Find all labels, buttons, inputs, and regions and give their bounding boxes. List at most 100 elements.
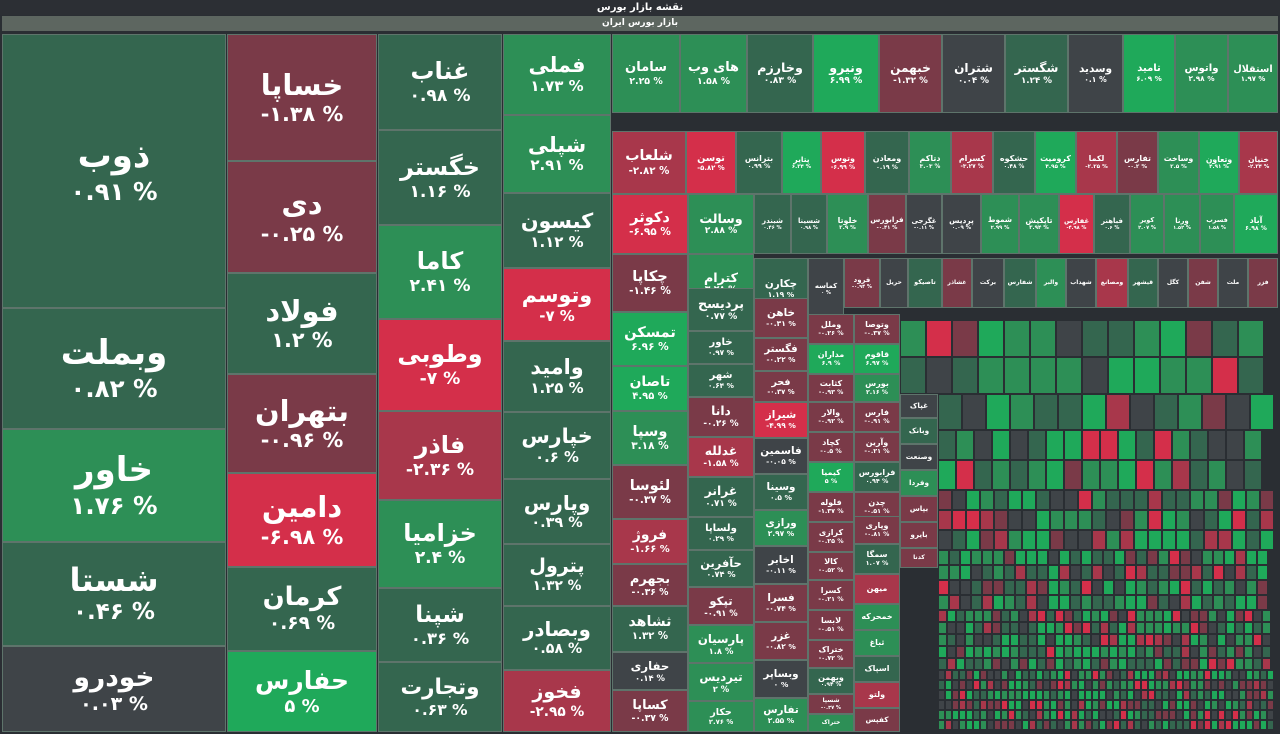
small-stock-cell[interactable] <box>1211 710 1218 720</box>
small-stock-cell[interactable] <box>1091 610 1100 622</box>
small-stock-cell[interactable] <box>945 720 952 730</box>
small-stock-cell[interactable] <box>1057 720 1064 730</box>
small-stock-cell[interactable] <box>1046 460 1064 490</box>
small-stock-cell[interactable] <box>1217 610 1226 622</box>
small-stock-cell[interactable] <box>978 357 1004 394</box>
small-stock-cell[interactable] <box>1091 658 1100 670</box>
stock-tile[interactable]: وتعاون ۴.۹۱ % <box>1199 131 1239 194</box>
small-stock-cell[interactable] <box>1059 550 1070 565</box>
small-stock-cell[interactable] <box>982 580 993 595</box>
small-stock-cell[interactable] <box>1136 634 1145 646</box>
stock-tile[interactable]: لئوسا -۰.۳۷ % <box>612 465 688 519</box>
small-stock-cell[interactable] <box>1257 580 1268 595</box>
small-stock-cell[interactable] <box>1064 622 1073 634</box>
small-stock-cell[interactable] <box>1120 680 1127 690</box>
small-stock-cell[interactable] <box>1262 658 1271 670</box>
small-stock-cell[interactable] <box>1026 550 1037 565</box>
small-stock-cell[interactable] <box>1028 658 1037 670</box>
small-stock-cell[interactable] <box>1162 510 1176 530</box>
small-stock-cell[interactable] <box>1022 720 1029 730</box>
small-stock-cell[interactable] <box>1155 710 1162 720</box>
small-stock-cell[interactable] <box>1253 622 1262 634</box>
small-stock-cell[interactable] <box>1226 430 1244 460</box>
small-stock-cell[interactable] <box>1148 510 1162 530</box>
small-stock-cell[interactable] <box>1028 430 1046 460</box>
small-stock-cell[interactable] <box>1082 394 1106 430</box>
small-stock-cell[interactable] <box>1082 634 1091 646</box>
small-stock-cell[interactable] <box>1037 622 1046 634</box>
small-stock-cell[interactable] <box>1181 610 1190 622</box>
small-stock-cell[interactable] <box>1134 680 1141 690</box>
small-stock-cell[interactable] <box>1019 634 1028 646</box>
small-stock-cell[interactable] <box>987 690 994 700</box>
small-stock-cell[interactable] <box>1239 680 1246 690</box>
stock-tile[interactable]: وتوصا -۰.۳۷ % <box>854 314 900 344</box>
small-stock-cell[interactable] <box>1169 580 1180 595</box>
stock-tile[interactable]: کفپس <box>854 708 900 732</box>
small-stock-cell[interactable] <box>1190 430 1208 460</box>
small-stock-cell[interactable] <box>956 610 965 622</box>
small-stock-cell[interactable] <box>1217 622 1226 634</box>
small-stock-cell[interactable] <box>1085 670 1092 680</box>
stock-tile[interactable]: خودرو ۰.۰۳ % <box>2 646 226 732</box>
small-stock-cell[interactable] <box>1103 595 1114 610</box>
stock-tile[interactable]: وبصادر ۰.۵۸ % <box>503 606 611 670</box>
small-stock-cell[interactable] <box>1190 658 1199 670</box>
small-stock-cell[interactable] <box>1155 680 1162 690</box>
small-stock-cell[interactable] <box>971 580 982 595</box>
small-stock-cell[interactable] <box>1050 510 1064 530</box>
stock-tile[interactable]: ومعادن ۰.۱۹ % <box>865 131 909 194</box>
small-stock-cell[interactable] <box>1225 700 1232 710</box>
stock-tile[interactable]: شلعاب -۲.۸۲ % <box>612 131 686 194</box>
small-stock-cell[interactable] <box>994 530 1008 550</box>
small-stock-cell[interactable] <box>1172 460 1190 490</box>
small-stock-cell[interactable] <box>965 622 974 634</box>
small-stock-cell[interactable] <box>1178 394 1202 430</box>
small-stock-cell[interactable] <box>1211 690 1218 700</box>
small-stock-cell[interactable] <box>1073 646 1082 658</box>
small-stock-cell[interactable] <box>1130 394 1154 430</box>
small-stock-cell[interactable] <box>962 394 986 430</box>
stock-tile[interactable]: وملل -۰.۲۶ % <box>808 314 854 344</box>
small-stock-cell[interactable] <box>1235 622 1244 634</box>
small-stock-cell[interactable] <box>1050 710 1057 720</box>
small-stock-cell[interactable] <box>938 610 947 622</box>
small-stock-cell[interactable] <box>974 634 983 646</box>
stock-tile[interactable]: فگستر -۰.۲۲ % <box>754 338 808 371</box>
small-stock-cell[interactable] <box>1029 720 1036 730</box>
small-stock-cell[interactable] <box>1081 580 1092 595</box>
small-stock-cell[interactable] <box>1176 530 1190 550</box>
small-stock-cell[interactable] <box>1055 646 1064 658</box>
small-stock-cell[interactable] <box>1134 690 1141 700</box>
small-stock-cell[interactable] <box>1148 710 1155 720</box>
small-stock-cell[interactable] <box>1162 690 1169 700</box>
small-stock-cell[interactable] <box>1145 658 1154 670</box>
small-stock-cell[interactable] <box>1211 680 1218 690</box>
stock-tile[interactable]: شستا ۰.۴۶ % <box>2 542 226 646</box>
small-stock-cell[interactable] <box>956 646 965 658</box>
stock-tile[interactable]: وفردا <box>900 470 938 496</box>
small-stock-cell[interactable] <box>952 357 978 394</box>
small-stock-cell[interactable] <box>1225 720 1232 730</box>
small-stock-cell[interactable] <box>1100 658 1109 670</box>
small-stock-cell[interactable] <box>1267 720 1274 730</box>
small-stock-cell[interactable] <box>982 565 993 580</box>
small-stock-cell[interactable] <box>971 565 982 580</box>
small-stock-cell[interactable] <box>1218 710 1225 720</box>
stock-tile[interactable]: بورس ۲.۱۶ % <box>854 374 900 402</box>
small-stock-cell[interactable] <box>1224 595 1235 610</box>
stock-tile[interactable]: حشکوه ۰.۴۸ % <box>993 131 1035 194</box>
small-stock-cell[interactable] <box>945 690 952 700</box>
stock-tile[interactable]: کسرام -۳.۲۷ % <box>951 131 993 194</box>
small-stock-cell[interactable] <box>1099 700 1106 710</box>
small-stock-cell[interactable] <box>1127 658 1136 670</box>
small-stock-cell[interactable] <box>1212 357 1238 394</box>
small-stock-cell[interactable] <box>993 580 1004 595</box>
small-stock-cell[interactable] <box>1141 670 1148 680</box>
small-stock-cell[interactable] <box>1232 530 1246 550</box>
small-stock-cell[interactable] <box>1199 658 1208 670</box>
stock-tile[interactable]: پترول ۱.۳۲ % <box>503 544 611 606</box>
small-stock-cell[interactable] <box>1010 622 1019 634</box>
small-stock-cell[interactable] <box>1034 394 1058 430</box>
stock-tile[interactable]: والار -۰.۹۲ % <box>808 402 854 432</box>
